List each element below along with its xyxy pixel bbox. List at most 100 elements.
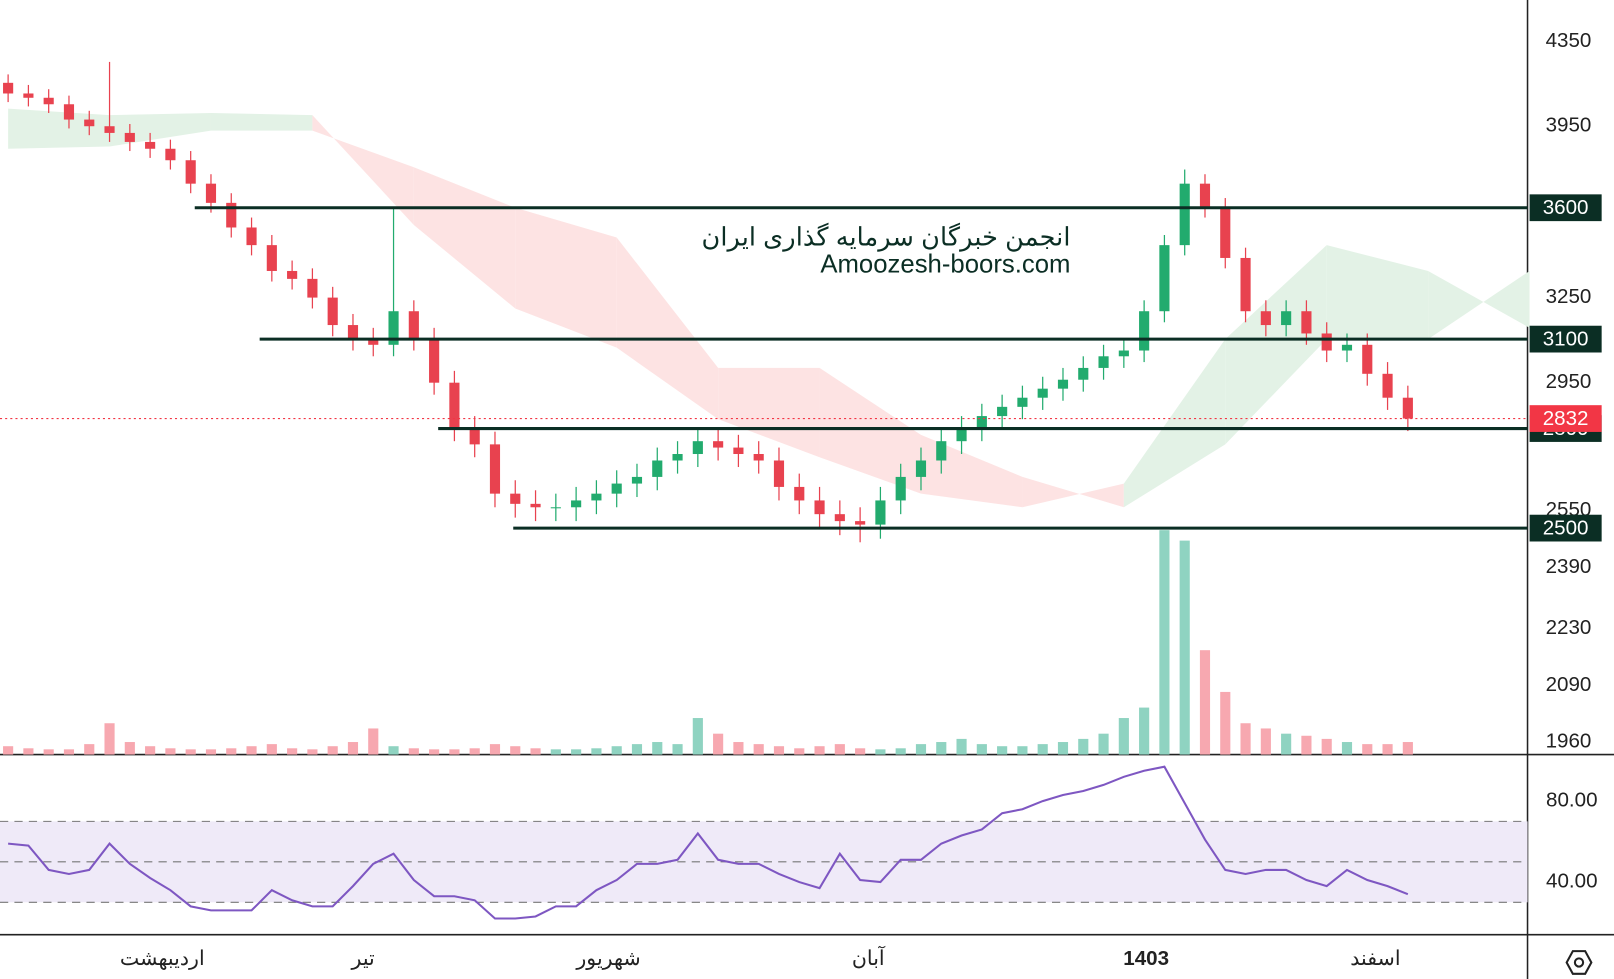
volume-bar <box>611 746 622 755</box>
candle-body <box>1220 207 1231 258</box>
candle-body <box>976 416 987 429</box>
candle-body <box>692 441 703 455</box>
level-label-box <box>1529 325 1602 353</box>
volume-bar <box>875 749 886 755</box>
x-tick-label: اردیبهشت <box>120 947 205 971</box>
cloud-segment <box>1225 245 1327 445</box>
candle-body <box>1037 388 1048 398</box>
y-tick-label: 1960 <box>1546 729 1592 752</box>
candle-body <box>834 514 845 522</box>
level-label-box <box>1529 514 1602 542</box>
candle-body <box>205 183 217 203</box>
candle-body <box>429 339 440 383</box>
volume-bar <box>1402 742 1413 755</box>
candle-body <box>956 428 967 442</box>
settings-hexagon[interactable] <box>1565 950 1593 975</box>
candle-body <box>1281 311 1292 326</box>
volume-bar <box>408 748 419 755</box>
last-price-box <box>1529 405 1602 432</box>
candle-body <box>124 132 135 142</box>
volume-bar <box>713 733 724 755</box>
volume-bar <box>165 748 176 755</box>
settings-icon[interactable] <box>1565 950 1593 975</box>
candle-body <box>1341 344 1353 351</box>
candle-body <box>1301 311 1312 334</box>
volume-bar <box>205 749 217 755</box>
volume-bar <box>1118 718 1129 755</box>
volume-bar <box>1017 746 1028 755</box>
cloud-segment <box>819 367 921 494</box>
candle-body <box>246 227 257 246</box>
candle-body <box>1321 333 1332 351</box>
volume-bar <box>23 748 34 755</box>
volume-bar <box>733 742 744 755</box>
volume-bar <box>368 728 379 755</box>
cloud-segment <box>515 207 617 348</box>
volume-bar <box>226 748 237 755</box>
settings-dot[interactable] <box>1573 957 1585 968</box>
volume-bar <box>1220 691 1231 755</box>
y-tick-label: 2090 <box>1546 673 1592 696</box>
y-tick-label: 2950 <box>1546 370 1592 393</box>
candle-body <box>530 503 541 508</box>
volume-bar <box>794 748 805 755</box>
volume-bar <box>1139 707 1150 755</box>
candle-body <box>165 148 176 161</box>
volume-bar <box>43 749 54 755</box>
volume-bar <box>1037 744 1048 755</box>
y-tick-label: 4350 <box>1546 29 1592 52</box>
watermark: Amoozesh-boors.com <box>820 250 1070 278</box>
cloud-segment <box>8 108 110 149</box>
candle-body <box>1402 397 1413 419</box>
volume-bar <box>1159 530 1170 755</box>
candle-body <box>23 93 34 98</box>
volume-bar <box>915 744 927 755</box>
volume-bar <box>1240 723 1251 755</box>
cloud-segment <box>1123 339 1226 508</box>
x-tick-label: 1403 <box>1123 947 1169 970</box>
level-label: 3600 <box>1543 196 1589 219</box>
candle-body <box>1179 183 1190 246</box>
candle-body <box>84 119 95 127</box>
volume-bar <box>631 744 643 755</box>
volume-bar <box>1281 733 1292 755</box>
candle-body <box>997 406 1008 417</box>
candle-body <box>814 500 825 515</box>
y-tick-label: 2230 <box>1546 616 1592 639</box>
candle-body <box>631 476 643 484</box>
candle-body <box>327 297 338 326</box>
volume-bar <box>855 748 866 755</box>
volume-bar <box>997 746 1008 755</box>
candle-body <box>915 460 927 477</box>
volume-bar <box>266 744 277 755</box>
x-tick-label: تیر <box>350 947 375 971</box>
candle-body <box>591 493 602 501</box>
candle-body <box>266 245 277 271</box>
volume-bar <box>1341 742 1353 755</box>
candle-body <box>1382 373 1393 398</box>
candle-body <box>104 126 115 133</box>
rsi-line <box>8 765 1409 920</box>
volume-bar <box>510 746 521 755</box>
rsi-tick-label: 40.00 <box>1546 870 1598 893</box>
candle-body <box>550 507 561 509</box>
candle-body <box>1057 379 1069 389</box>
candle-body <box>388 311 399 345</box>
x-tick-label: شهریور <box>575 947 640 971</box>
candle-body <box>347 325 359 340</box>
plot-layer <box>3 61 1530 755</box>
level-label: 3100 <box>1543 328 1589 351</box>
volume-bar <box>936 742 947 755</box>
candle-body <box>1260 311 1271 326</box>
volume-bar <box>1179 540 1190 755</box>
level-label: 2500 <box>1543 517 1589 540</box>
volume-bar <box>591 748 602 755</box>
volume-bar <box>976 744 987 755</box>
candle-body <box>510 493 521 504</box>
volume-bar <box>429 749 440 755</box>
candle-body <box>3 82 14 94</box>
candle-body <box>408 311 419 340</box>
volume-bar <box>185 749 196 755</box>
